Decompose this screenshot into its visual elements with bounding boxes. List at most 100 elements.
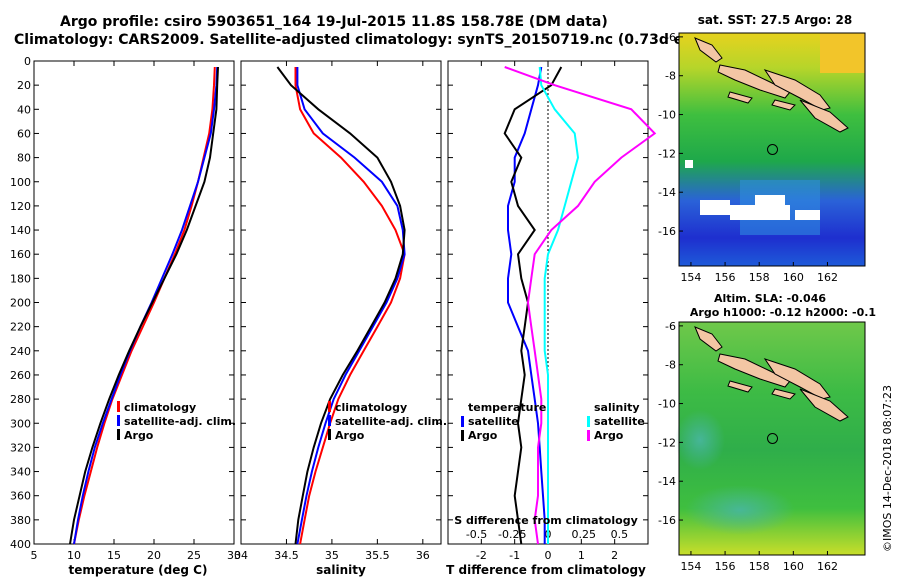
map-lat-label: -6 bbox=[665, 320, 676, 333]
island bbox=[799, 388, 849, 422]
header-line-1: Argo profile: csiro 5903651_164 19-Jul-2… bbox=[60, 14, 608, 30]
argo-location-marker bbox=[767, 144, 779, 155]
cloud-gap bbox=[755, 195, 785, 209]
map-lon-label: 158 bbox=[749, 560, 770, 573]
sla-low-anomaly bbox=[685, 485, 795, 535]
argo-location-marker bbox=[767, 433, 779, 444]
legend-swatch-climatology bbox=[328, 401, 331, 412]
x-tick-label: -2 bbox=[476, 549, 487, 562]
map-lon-label: 158 bbox=[749, 271, 770, 284]
x-tick-label: 5 bbox=[31, 549, 38, 562]
difference-series bbox=[503, 66, 657, 545]
sst-islands bbox=[694, 37, 849, 133]
sla-map-title-1: Altim. SLA: -0.046 bbox=[714, 292, 826, 305]
island bbox=[763, 358, 831, 400]
temperature-plot-frame bbox=[33, 60, 235, 545]
depth-tick-label: 80 bbox=[17, 152, 31, 165]
legend-argo: Argo bbox=[124, 429, 154, 442]
sst-anomaly-patches bbox=[685, 33, 865, 235]
legend-swatch-argo bbox=[328, 429, 331, 440]
imos-watermark: ©IMOS 14-Dec-2018 08:07:23 bbox=[881, 385, 894, 552]
series-line-s-argo bbox=[504, 66, 657, 545]
cloud-gap bbox=[795, 210, 820, 220]
cloud-gap bbox=[685, 160, 693, 168]
series-line-climatology bbox=[73, 66, 216, 545]
legend-swatch-t-argo bbox=[461, 430, 464, 441]
legend-t-satellite: satellite bbox=[468, 415, 519, 428]
map-lat-label: -6 bbox=[665, 31, 676, 44]
legend-swatch-s-argo bbox=[587, 430, 590, 441]
depth-tick-label: 120 bbox=[10, 200, 31, 213]
map-lat-label: -10 bbox=[658, 109, 676, 122]
map-lon-label: 156 bbox=[715, 271, 736, 284]
map-lat-label: -10 bbox=[658, 398, 676, 411]
legend-swatch-argo bbox=[117, 429, 120, 440]
depth-tick-label: 260 bbox=[10, 369, 31, 382]
x-tick-label: 10 bbox=[67, 549, 81, 562]
t-difference-label: T difference from climatology bbox=[446, 563, 646, 577]
depth-tick-label: 40 bbox=[17, 103, 31, 116]
map-lat-label: -12 bbox=[658, 436, 676, 449]
depth-tick-label: 300 bbox=[10, 417, 31, 430]
s-tick-label: -0.25 bbox=[498, 528, 526, 541]
map-lon-label: 154 bbox=[680, 271, 701, 284]
depth-tick-label: 220 bbox=[10, 321, 31, 334]
depth-tick-label: 0 bbox=[24, 55, 31, 68]
map-lat-label: -8 bbox=[665, 70, 676, 83]
depth-tick-label: 340 bbox=[10, 466, 31, 479]
island bbox=[763, 69, 831, 111]
legend-swatch-climatology bbox=[117, 401, 120, 412]
x-tick-label: 34.5 bbox=[274, 549, 299, 562]
sst-map-frame bbox=[678, 32, 866, 267]
s-tick-label: -0.5 bbox=[466, 528, 487, 541]
x-tick-label: 36 bbox=[416, 549, 430, 562]
depth-tick-label: 320 bbox=[10, 441, 31, 454]
map-lon-label: 162 bbox=[817, 560, 838, 573]
depth-tick-label: 160 bbox=[10, 248, 31, 261]
island bbox=[694, 37, 723, 63]
x-tick-label: 1 bbox=[578, 549, 585, 562]
depth-tick-label: 360 bbox=[10, 490, 31, 503]
legend-salinity-title: salinity bbox=[594, 401, 640, 414]
series-line-argo bbox=[276, 66, 406, 545]
legend-t-argo: Argo bbox=[468, 429, 498, 442]
cloud-gap bbox=[700, 200, 730, 215]
sla-low-anomaly bbox=[675, 410, 725, 470]
salinity-series bbox=[276, 66, 406, 545]
legend-swatch-satellite bbox=[328, 415, 331, 426]
map-lon-label: 160 bbox=[783, 271, 804, 284]
salinity-plot-frame bbox=[240, 60, 442, 545]
legend-swatch-t-satellite bbox=[461, 416, 464, 427]
sst-map-panel: sat. SST: 27.5 Argo: 28 154 156 158 160 162 -… bbox=[658, 13, 866, 284]
depth-tick-label: 100 bbox=[10, 176, 31, 189]
depth-tick-label: 380 bbox=[10, 514, 31, 527]
s-tick-label: 0.25 bbox=[571, 528, 596, 541]
depth-tick-label: 60 bbox=[17, 127, 31, 140]
series-line-s-satellite bbox=[538, 66, 580, 544]
depth-tick-label: 20 bbox=[17, 79, 31, 92]
series-line-argo bbox=[69, 66, 219, 545]
depth-tick-label: 140 bbox=[10, 224, 31, 237]
difference-panel: -2 -1 0 1 2 -0.5 -0.25 0 0.25 0.5 S difference f… bbox=[446, 60, 657, 577]
map-lon-label: 156 bbox=[715, 560, 736, 573]
x-tick-label: 35.5 bbox=[365, 549, 390, 562]
series-line-climatology bbox=[294, 67, 406, 545]
temperature-panel: 0 20 40 60 80 100 120 140 160 180 200 220 240 260 280 3… bbox=[10, 55, 241, 577]
depth-tick-label: 280 bbox=[10, 393, 31, 406]
island bbox=[727, 91, 753, 104]
map-lat-label: -16 bbox=[658, 225, 676, 238]
island bbox=[717, 353, 791, 388]
header-line-2: Climatology: CARS2009. Satellite-adjuste… bbox=[14, 32, 732, 48]
x-tick-label: 34 bbox=[234, 549, 248, 562]
x-tick-label: 0 bbox=[545, 549, 552, 562]
x-tick-label: 15 bbox=[107, 549, 121, 562]
x-tick-label: 25 bbox=[187, 549, 201, 562]
depth-tick-label: 240 bbox=[10, 345, 31, 358]
salinity-depth-ticks bbox=[241, 60, 441, 545]
x-tick-label: -1 bbox=[509, 549, 520, 562]
depth-axis: 0 20 40 60 80 100 120 140 160 180 200 220 240 260 280 3… bbox=[10, 55, 234, 551]
depth-tick-label: 200 bbox=[10, 297, 31, 310]
sst-map-title: sat. SST: 27.5 Argo: 28 bbox=[698, 13, 852, 27]
map-lat-label: -16 bbox=[658, 514, 676, 527]
